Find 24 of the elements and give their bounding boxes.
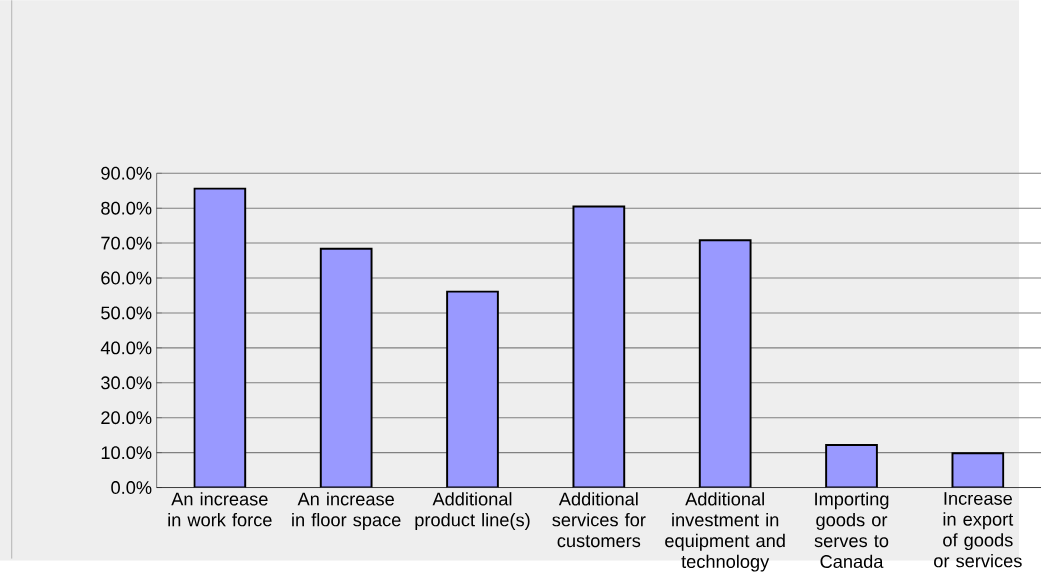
x-tick-label: Importing goods or serves to Canada xyxy=(814,492,889,569)
x-tick-label: Increase in export of goods or services xyxy=(934,492,1022,568)
x-tick-label: An increase in work force xyxy=(168,492,272,527)
y-tick-label: 40.0% xyxy=(100,341,152,355)
y-tick-label: 80.0% xyxy=(101,201,152,215)
bar xyxy=(825,443,878,488)
bar xyxy=(319,247,373,488)
bar xyxy=(193,187,247,488)
x-tick-label: Additional product line(s) xyxy=(415,492,530,530)
x-tick-label: Additional investment in equipment and technology xyxy=(665,492,785,572)
bar xyxy=(951,452,1005,488)
y-tick-label: 30.0% xyxy=(101,376,152,390)
bar xyxy=(698,239,752,488)
bar xyxy=(446,290,499,488)
x-tick-label: An increase in floor space xyxy=(292,492,401,530)
y-tick-label: 10.0% xyxy=(101,446,152,460)
y-tick-label: 90.0% xyxy=(101,166,152,180)
y-tick-label: 60.0% xyxy=(101,271,152,285)
y-tick-label: 70.0% xyxy=(101,236,152,250)
y-tick-label: 20.0% xyxy=(101,411,152,425)
y-tick-label: 50.0% xyxy=(101,306,152,320)
y-tick-label: 0.0% xyxy=(111,481,152,495)
x-tick-label: Additional services for customers xyxy=(552,492,646,548)
bar xyxy=(572,205,626,488)
